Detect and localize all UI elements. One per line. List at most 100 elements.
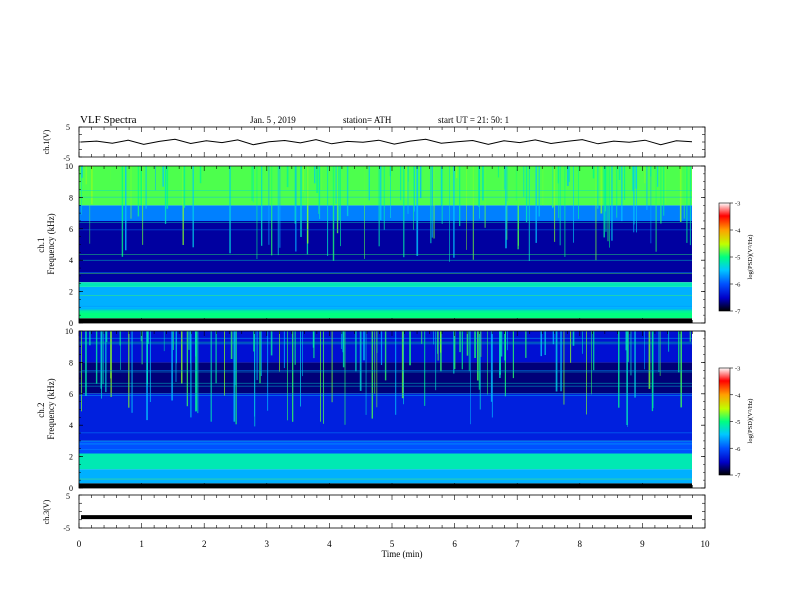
sferic-streak: [603, 166, 605, 238]
ch1-colorbar-label: log(PSD)(V²/Hz): [747, 235, 754, 280]
sferic-streak: [468, 331, 470, 372]
sferic-streak: [155, 166, 156, 191]
y-tick-label: 2: [69, 453, 73, 462]
sferic-streak: [175, 331, 177, 382]
sferic-streak: [383, 166, 385, 230]
tonal-line: [79, 432, 692, 434]
sferic-streak: [378, 166, 380, 247]
sferic-streak: [85, 166, 87, 185]
sferic-streak: [552, 166, 554, 208]
sferic-streak: [535, 166, 537, 243]
sferic-streak: [190, 331, 192, 418]
colorbar-tick-label: -6: [735, 282, 741, 289]
sferic-streak: [630, 331, 632, 376]
sferic-streak: [478, 166, 480, 207]
ch1-ytick-top: 5: [66, 123, 70, 132]
sferic-streak: [595, 166, 597, 261]
sferic-streak: [256, 331, 258, 381]
y-tick-label: 2: [69, 288, 73, 297]
tonal-line: [79, 370, 692, 371]
sferic-streak: [658, 331, 660, 372]
sferic-streak: [611, 166, 613, 241]
sferic-streak: [149, 331, 151, 402]
sferic-streak: [142, 166, 144, 245]
ch1-waveform-ylabel: ch.1(V): [42, 129, 51, 154]
ch1-colorbar: -3 -4 -5 -6 -7 log(PSD)(V²/Hz): [718, 201, 754, 316]
sferic-streak: [591, 331, 592, 395]
sferic-streak: [100, 331, 102, 389]
tonal-line: [79, 311, 692, 313]
sferic-streak: [482, 166, 484, 201]
sferic-streak: [105, 331, 107, 393]
tonal-line: [79, 341, 692, 343]
sferic-streak: [171, 331, 173, 401]
sferic-streak: [578, 166, 579, 219]
ch2-colorbar-gradient: [718, 367, 731, 476]
sferic-streak: [81, 166, 83, 178]
sferic-streak: [145, 166, 147, 209]
tonal-line: [79, 273, 692, 274]
sferic-streak: [632, 166, 634, 192]
spectrogram-band: [79, 393, 692, 441]
sferic-streak: [624, 166, 626, 200]
sferic-streak: [636, 166, 637, 233]
sferic-streak: [338, 166, 340, 221]
sferic-streak: [506, 166, 508, 240]
tonal-line: [79, 222, 692, 223]
sferic-streak: [91, 166, 93, 205]
sferic-streak: [261, 166, 263, 246]
sferic-streak: [431, 166, 433, 238]
sferic-streak: [435, 331, 437, 391]
sferic-streak: [538, 166, 540, 217]
time-axis: 0 1 2 3 4 5 6 7 8 9 10: [77, 127, 710, 549]
sferic-streak: [287, 331, 288, 421]
y-tick-label: 10: [65, 162, 73, 171]
ch1-colorbar-gradient: [718, 202, 731, 312]
sferic-streak: [323, 331, 324, 424]
y-tick-label: 4: [69, 256, 73, 265]
ch3-waveform-ylabel: ch.3(V): [42, 499, 51, 524]
sferic-streak: [89, 166, 91, 244]
y-tick-label: 6: [69, 390, 73, 399]
sferic-streak: [327, 166, 329, 256]
sferic-streak: [523, 166, 525, 197]
sferic-streak: [618, 331, 620, 408]
sferic-streak: [374, 331, 376, 394]
tonal-line: [79, 307, 692, 308]
sferic-streak: [268, 166, 270, 245]
ch1-ytick-bottom: -5: [63, 154, 70, 163]
sferic-streak: [470, 331, 471, 425]
sferic-streak: [644, 166, 646, 184]
sferic-streak: [414, 166, 415, 212]
ch2-ylabel-line2: Frequency (kHz): [46, 378, 56, 439]
sferic-streak: [316, 166, 318, 193]
ch3-ytick-top: 5: [66, 492, 70, 501]
sferic-streak: [648, 331, 651, 389]
sferic-streak: [210, 331, 212, 422]
sferic-streak: [295, 166, 297, 252]
sferic-streak: [650, 166, 652, 244]
sferic-streak: [430, 166, 432, 244]
sferic-streak: [659, 331, 661, 376]
sferic-streak: [477, 331, 479, 381]
sferic-streak: [313, 331, 315, 359]
sferic-streak: [256, 166, 258, 259]
x-tick-label: 10: [701, 539, 711, 549]
sferic-streak: [420, 166, 422, 199]
y-tick-label: 8: [69, 193, 73, 202]
sferic-streak: [162, 166, 164, 187]
sferic-streak: [130, 166, 132, 219]
sferic-streak: [564, 166, 566, 257]
sferic-streak: [559, 166, 561, 246]
sferic-streak: [101, 331, 102, 399]
spectrogram-band: [79, 310, 692, 319]
sferic-streak: [449, 166, 450, 262]
sferic-streak: [300, 331, 301, 407]
ch2-colorbar-label: log(PSD)(V²/Hz): [747, 399, 754, 444]
spectrogram-band: [79, 318, 692, 323]
sferic-streak: [376, 331, 378, 408]
ch1-spectrogram-ylabel: ch.1 Frequency (kHz): [36, 213, 56, 274]
sferic-streak: [609, 166, 610, 248]
sferic-streak: [166, 166, 169, 209]
sferic-streak: [128, 331, 130, 408]
